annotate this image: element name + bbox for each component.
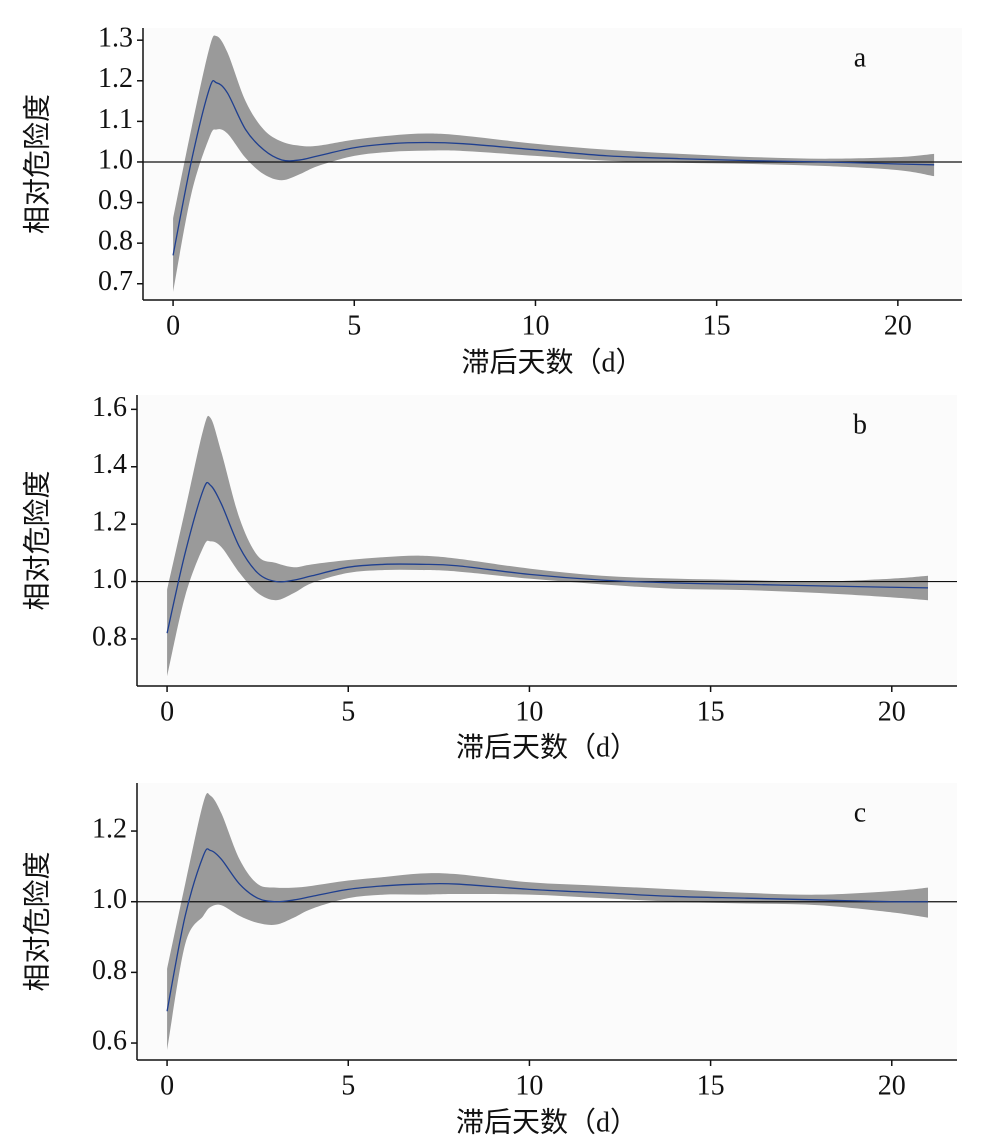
y-axis-label: 相对危险度	[21, 470, 53, 610]
confidence-band	[173, 35, 935, 292]
y-tick-label: 1.0	[92, 884, 127, 915]
y-tick-label: 0.8	[98, 226, 133, 257]
y-tick-label: 0.8	[92, 955, 127, 986]
x-tick-label: 15	[697, 1070, 725, 1101]
panel-label: a	[854, 42, 867, 73]
x-tick-label: 20	[884, 310, 912, 341]
x-tick-label: 10	[515, 696, 543, 727]
y-tick-label: 0.8	[92, 621, 127, 652]
y-tick-label: 0.6	[92, 1025, 127, 1056]
panel-label: b	[853, 409, 867, 440]
y-axis-label: 相对危险度	[21, 94, 53, 234]
x-tick-label: 15	[697, 696, 725, 727]
panel-label: c	[854, 797, 866, 828]
estimate-line	[172, 79, 935, 256]
x-tick-label: 20	[878, 696, 906, 727]
y-tick-label: 1.0	[98, 144, 133, 175]
y-tick-label: 0.7	[98, 266, 133, 297]
x-tick-label: 5	[341, 1070, 355, 1101]
estimate-line	[166, 481, 929, 634]
x-tick-label: 0	[160, 696, 174, 727]
y-tick-label: 0.9	[98, 185, 133, 216]
y-axis-label: 相对危险度	[21, 851, 53, 991]
x-axis-label: 滞后天数（d）	[456, 731, 638, 763]
y-tick-label: 1.2	[98, 63, 133, 94]
x-tick-label: 0	[160, 1070, 174, 1101]
y-tick-label: 1.0	[92, 564, 127, 595]
x-axis-label: 滞后天数（d）	[461, 346, 643, 378]
x-tick-label: 20	[878, 1070, 906, 1101]
y-tick-label: 1.1	[98, 104, 133, 135]
y-tick-label: 1.2	[92, 507, 127, 538]
x-tick-label: 10	[515, 1070, 543, 1101]
plot-background	[137, 395, 957, 686]
estimate-line	[166, 848, 929, 1012]
x-tick-label: 5	[347, 310, 361, 341]
y-tick-label: 1.2	[92, 813, 127, 844]
y-tick-label: 1.6	[92, 392, 127, 423]
x-tick-label: 5	[341, 696, 355, 727]
y-tick-label: 1.4	[92, 449, 127, 480]
x-tick-label: 0	[166, 310, 180, 341]
x-axis-label: 滞后天数（d）	[456, 1106, 638, 1138]
y-tick-label: 1.3	[98, 23, 133, 54]
x-tick-label: 10	[521, 310, 549, 341]
x-tick-label: 15	[703, 310, 731, 341]
